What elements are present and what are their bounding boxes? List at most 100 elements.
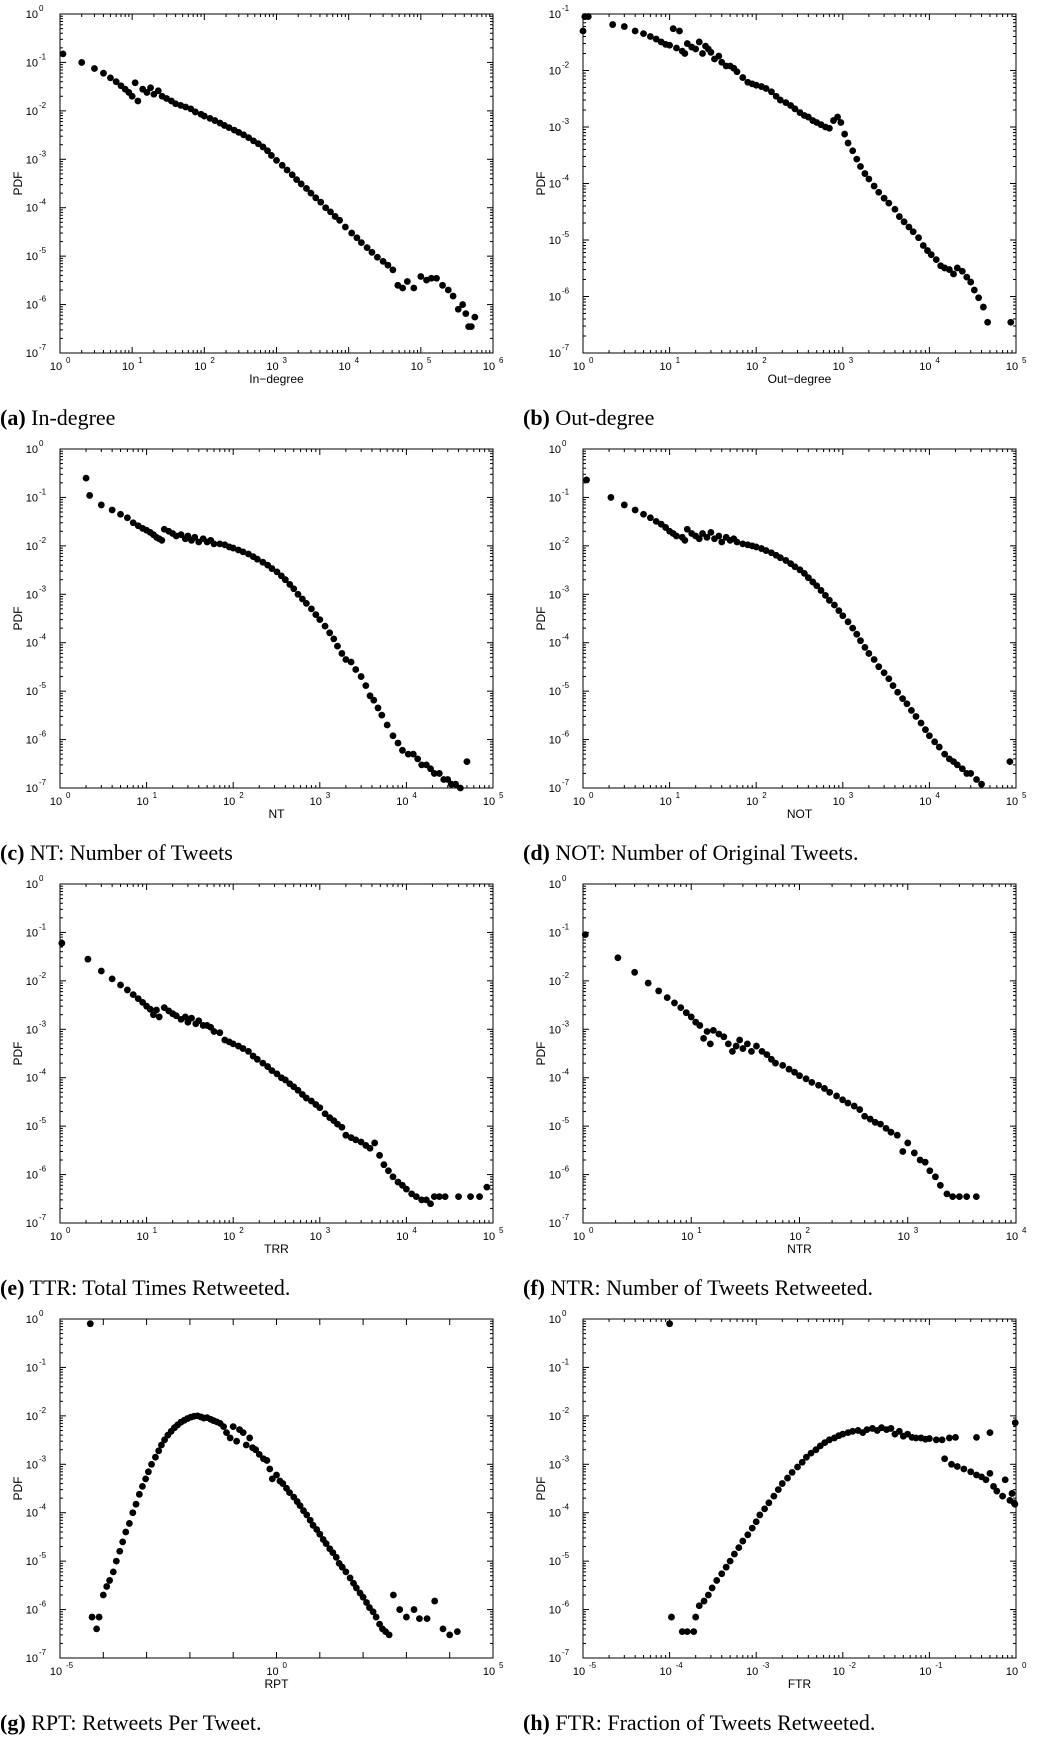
data-point	[172, 1012, 180, 1020]
data-point	[1011, 1500, 1019, 1508]
y-tick-exponent: -3	[562, 1454, 570, 1463]
panel-f: 10 0 10 1 10 2 10 3 10 4 10 0 10 -1 10 -2 10 -3 10 -4 10 -5 10…	[523, 870, 1046, 1305]
data-point	[709, 1026, 717, 1034]
data-point	[59, 50, 67, 58]
y-tick-label: 10	[26, 300, 38, 312]
data-point	[106, 1577, 114, 1584]
data-point	[91, 65, 98, 72]
data-point	[926, 1435, 933, 1442]
x-tick-exponent: 2	[239, 1226, 244, 1235]
x-tick-exponent: 2	[806, 1226, 811, 1235]
x-tick-exponent: 4	[412, 1226, 417, 1235]
y-tick-exponent: -7	[39, 1213, 47, 1222]
data-point	[288, 171, 296, 179]
plot-frame	[59, 13, 494, 354]
data-point	[620, 23, 628, 30]
data-point	[917, 719, 925, 727]
data-point	[853, 630, 861, 638]
data-point	[739, 74, 747, 81]
data-point	[975, 294, 983, 302]
x-tick-exponent: 0	[589, 791, 594, 800]
data-point	[321, 1110, 329, 1118]
panel-g: 10 -5 10 0 10 5 10 0 10 -1 10 -2 10 -3 10 -4 10 -5 10 -6 10-…	[0, 1305, 523, 1740]
y-tick-exponent: -6	[562, 287, 570, 296]
y-tick-exponent: -5	[39, 681, 47, 690]
data-point	[666, 1320, 673, 1328]
x-tick-exponent: 4	[935, 791, 940, 800]
y-tick-label: 10	[26, 1073, 38, 1085]
caption-g: (g) RPT: Retweets Per Tweet.	[0, 1710, 262, 1736]
y-tick-label: 10	[549, 1121, 561, 1133]
data-point	[849, 624, 857, 632]
data-point	[129, 991, 137, 999]
data-point	[831, 601, 838, 609]
data-point	[912, 1434, 920, 1442]
x-tick-label: 10	[136, 796, 148, 808]
data-point	[97, 501, 105, 509]
y-tick-exponent: -3	[39, 149, 47, 158]
chart-e: 10010110210310410510010-110-210-310-410-…	[11, 874, 504, 1256]
data-point	[449, 292, 457, 300]
data-point	[453, 1628, 461, 1636]
x-tick-label: 10	[573, 1666, 585, 1678]
y-axis-label: PDF	[11, 172, 25, 196]
data-point	[916, 1156, 924, 1164]
data-point	[865, 175, 873, 183]
x-tick-label: 10	[1006, 1231, 1018, 1243]
data-point	[763, 1051, 771, 1059]
data-point	[875, 663, 883, 671]
data-point	[972, 1193, 980, 1201]
data-point	[240, 131, 247, 139]
y-tick-exponent: -4	[39, 198, 47, 207]
y-tick-exponent: -5	[562, 681, 570, 690]
x-axis-label: In−degree	[249, 372, 304, 386]
caption-c: (c) NT: Number of Tweets	[0, 840, 233, 866]
data-point	[708, 1584, 716, 1592]
data-point	[273, 568, 281, 576]
data-point	[352, 1136, 360, 1144]
data-point	[833, 1092, 840, 1100]
x-tick-exponent: 1	[676, 791, 681, 800]
data-point	[153, 1006, 160, 1014]
x-tick-exponent: 1	[697, 1226, 702, 1235]
data-point	[699, 530, 706, 537]
x-tick-label: 10	[483, 1231, 495, 1243]
data-point	[134, 97, 142, 105]
data-point	[835, 607, 843, 615]
y-tick-label: 10	[549, 1411, 561, 1423]
data-point	[948, 1460, 955, 1468]
data-point	[158, 536, 166, 544]
plot-frame	[582, 448, 1017, 789]
x-tick-exponent: 1	[153, 1226, 158, 1235]
data-point	[385, 1167, 392, 1175]
y-tick-label: 10	[549, 1653, 561, 1665]
data-point	[239, 548, 247, 556]
data-point	[369, 1608, 377, 1616]
data-point	[802, 1075, 810, 1083]
y-tick-exponent: -2	[562, 1406, 570, 1415]
x-tick-exponent: -1	[935, 1661, 943, 1670]
data-point	[462, 310, 470, 318]
data-point	[958, 267, 966, 275]
y-tick-label: 10	[26, 348, 38, 360]
data-point	[752, 81, 760, 89]
x-tick-exponent: 3	[326, 791, 331, 800]
data-point	[919, 242, 927, 249]
chart-b: 10010110210310410510-110-210-310-410-510…	[534, 4, 1027, 386]
data-point	[915, 234, 922, 242]
y-tick-exponent: -4	[562, 633, 570, 642]
plot-frame	[59, 448, 494, 789]
x-tick-label: 10	[1006, 1666, 1018, 1678]
data-point	[695, 1602, 703, 1610]
y-tick-label: 10	[549, 735, 561, 747]
x-tick-exponent: 0	[66, 1226, 71, 1235]
data-point	[363, 244, 371, 252]
data-point	[129, 519, 137, 527]
x-tick-label: 10	[659, 361, 671, 373]
data-point	[703, 533, 711, 541]
data-point	[152, 1453, 159, 1461]
y-tick-exponent: -1	[562, 487, 570, 496]
data-point	[123, 514, 131, 522]
x-tick-exponent: 1	[138, 356, 143, 365]
data-point	[877, 1120, 884, 1128]
